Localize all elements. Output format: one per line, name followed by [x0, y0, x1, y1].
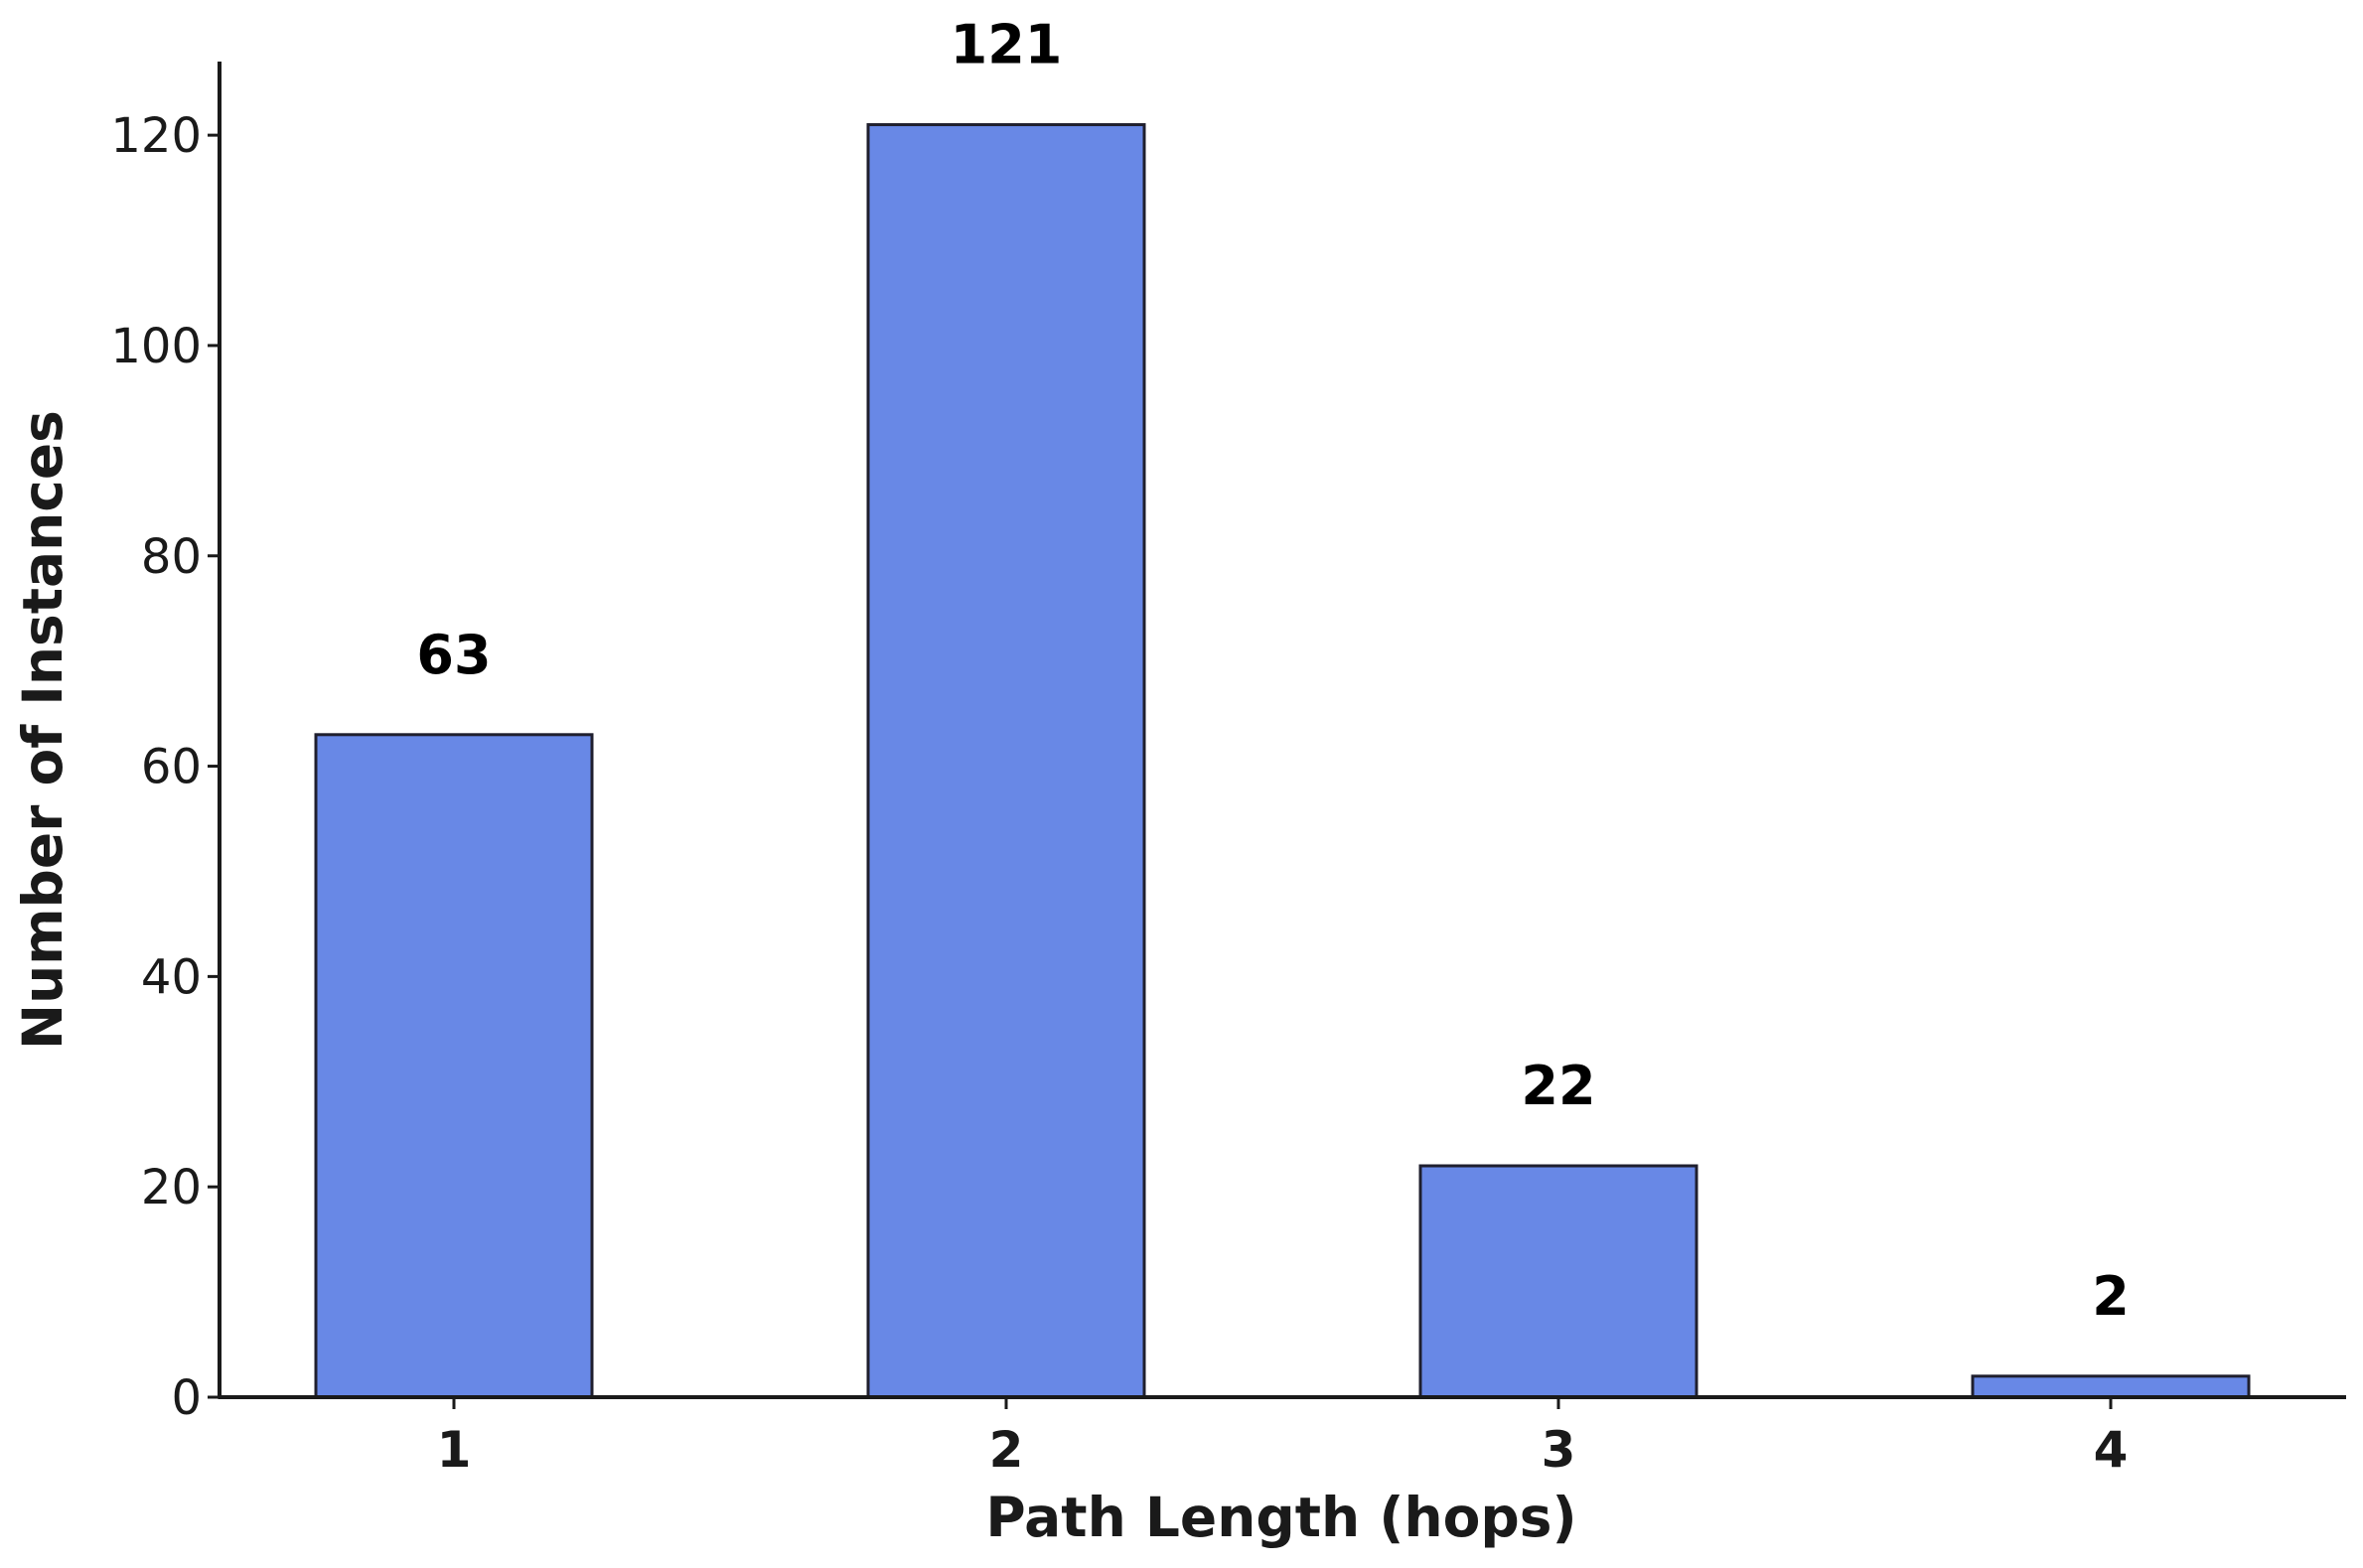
x-tick-label-4: 4	[2094, 1421, 2129, 1479]
y-tick-label-20: 20	[141, 1160, 202, 1215]
y-tick-label-80: 80	[141, 529, 202, 585]
y-tick-label-120: 120	[110, 108, 202, 164]
data-label-3: 22	[1521, 1055, 1595, 1117]
x-tick-label-3: 3	[1542, 1421, 1576, 1479]
bar-1	[314, 733, 594, 1399]
y-tick-label-60: 60	[141, 740, 202, 795]
bar-3	[1418, 1164, 1698, 1399]
data-label-1: 63	[416, 624, 491, 686]
x-axis-title: Path Length (hops)	[985, 1486, 1576, 1549]
x-tick-label-2: 2	[989, 1421, 1024, 1479]
y-tick-label-100: 100	[110, 319, 202, 374]
bar-2	[866, 123, 1146, 1399]
bars-layer	[314, 123, 2251, 1399]
y-tick-label-0: 0	[171, 1370, 202, 1426]
y-tick-label-40: 40	[141, 949, 202, 1005]
x-tick-label-1: 1	[437, 1421, 472, 1479]
data-label-2: 121	[951, 14, 1063, 76]
y-axis-title: Number of Instances	[11, 410, 74, 1050]
data-label-4: 2	[2092, 1265, 2130, 1328]
bar-4	[1971, 1374, 2251, 1399]
